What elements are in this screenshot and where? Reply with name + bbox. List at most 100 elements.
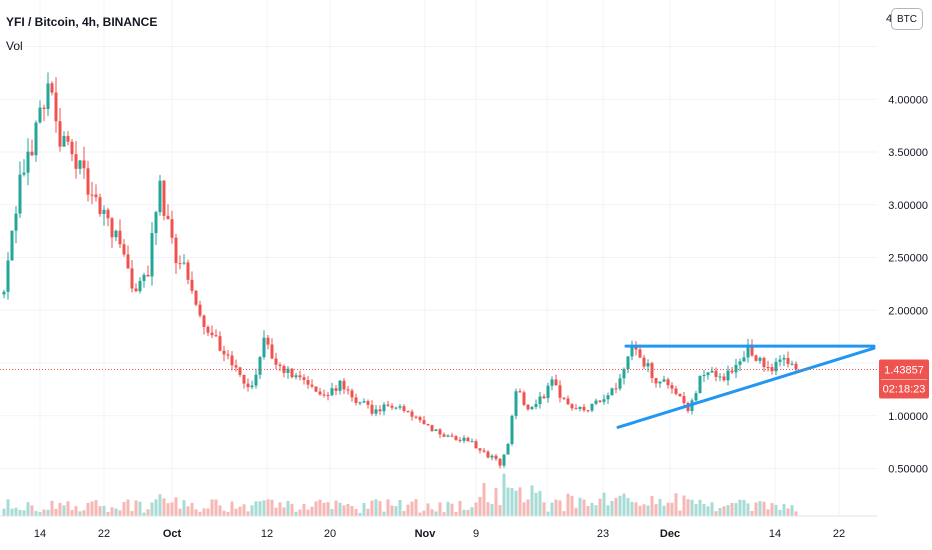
candle [510,414,514,446]
volume-bar [346,503,350,516]
volume-bar [642,504,646,516]
y-tick-label: 2.50000 [888,253,928,265]
candle-body [34,122,38,156]
currency-button[interactable]: BTC [891,8,923,30]
candle-body [738,361,742,365]
volume-bar [258,501,262,516]
candlestick-series [2,72,798,469]
trendline-support[interactable] [616,346,876,429]
candle [470,438,474,443]
volume-bar [766,509,770,516]
candle [702,370,706,382]
volume-bar [274,507,278,516]
candle [758,356,762,364]
volume-bar [422,510,426,516]
candle [374,404,378,417]
volume-bar [354,508,358,516]
candle-body [22,172,26,175]
volume-bar [18,509,22,516]
volume-bar [146,509,150,516]
candle [38,100,42,124]
volume-bar [478,496,482,516]
candle [106,207,110,227]
candle-body [402,406,406,412]
volume-bar [402,511,406,516]
candle-body [634,346,638,350]
candle [698,375,702,394]
volume-bar [66,501,70,516]
volume-bar [394,506,398,516]
volume-bar [330,509,334,516]
candle-body [290,368,294,378]
candle [134,283,138,293]
candle [554,374,558,386]
candle [326,391,330,401]
candle-body [338,380,342,391]
candle [34,120,38,162]
candle [582,403,586,413]
candle-body [474,441,478,449]
volume-bar [414,499,418,516]
volume-bar [678,510,682,516]
candle-body [254,374,258,386]
candle-body [742,357,746,362]
candle-body [710,370,714,373]
candle-body [562,397,566,399]
candle [606,392,610,405]
time-axis[interactable]: 14 22 Oct 12 20 Nov 9 23 Dec 14 22 [34,528,845,540]
candle [158,174,162,216]
candle-body [702,374,706,376]
candle-body [58,121,62,147]
candle-body [534,404,538,407]
candle-body [50,83,54,93]
volume-bar [466,509,470,516]
candle [222,345,226,362]
candle-body [774,361,778,372]
candle-body [230,355,234,366]
volume-bar [430,509,434,516]
candle-body [286,368,290,373]
candle-body [602,399,606,402]
candle [650,361,654,383]
volume-bar [6,499,10,516]
volume-bar [702,504,706,516]
candle [266,335,270,350]
candle [386,400,390,407]
candle [790,360,794,366]
volume-bar [246,511,250,516]
candle [482,447,486,453]
candle [454,435,458,441]
candle-body [222,350,226,355]
candle-body [382,404,386,412]
volume-bar [382,511,386,516]
candle-body [646,363,650,367]
candle-body [262,337,266,358]
volume-bar [698,499,702,516]
candle [94,184,98,202]
candle [50,81,54,96]
volume-bar [762,501,766,516]
candle-body [546,385,550,399]
candle-body [130,268,134,289]
candle [458,437,462,443]
candle-body [462,437,466,441]
candle-body [126,254,130,269]
x-tick-label: 20 [324,528,336,540]
candle [298,370,302,381]
candle [782,354,786,367]
volume-bar [786,508,790,516]
candle [166,204,170,220]
candle-body [578,406,582,409]
candle [282,364,286,378]
candle [378,405,382,415]
volume-bar [30,505,34,516]
trendline-annotations[interactable] [616,344,876,429]
candle [498,457,502,469]
candle-body [270,344,274,359]
candle-body [214,335,218,337]
volume-bar [626,498,630,516]
candle-body [18,174,22,214]
volume-bar [306,509,310,516]
